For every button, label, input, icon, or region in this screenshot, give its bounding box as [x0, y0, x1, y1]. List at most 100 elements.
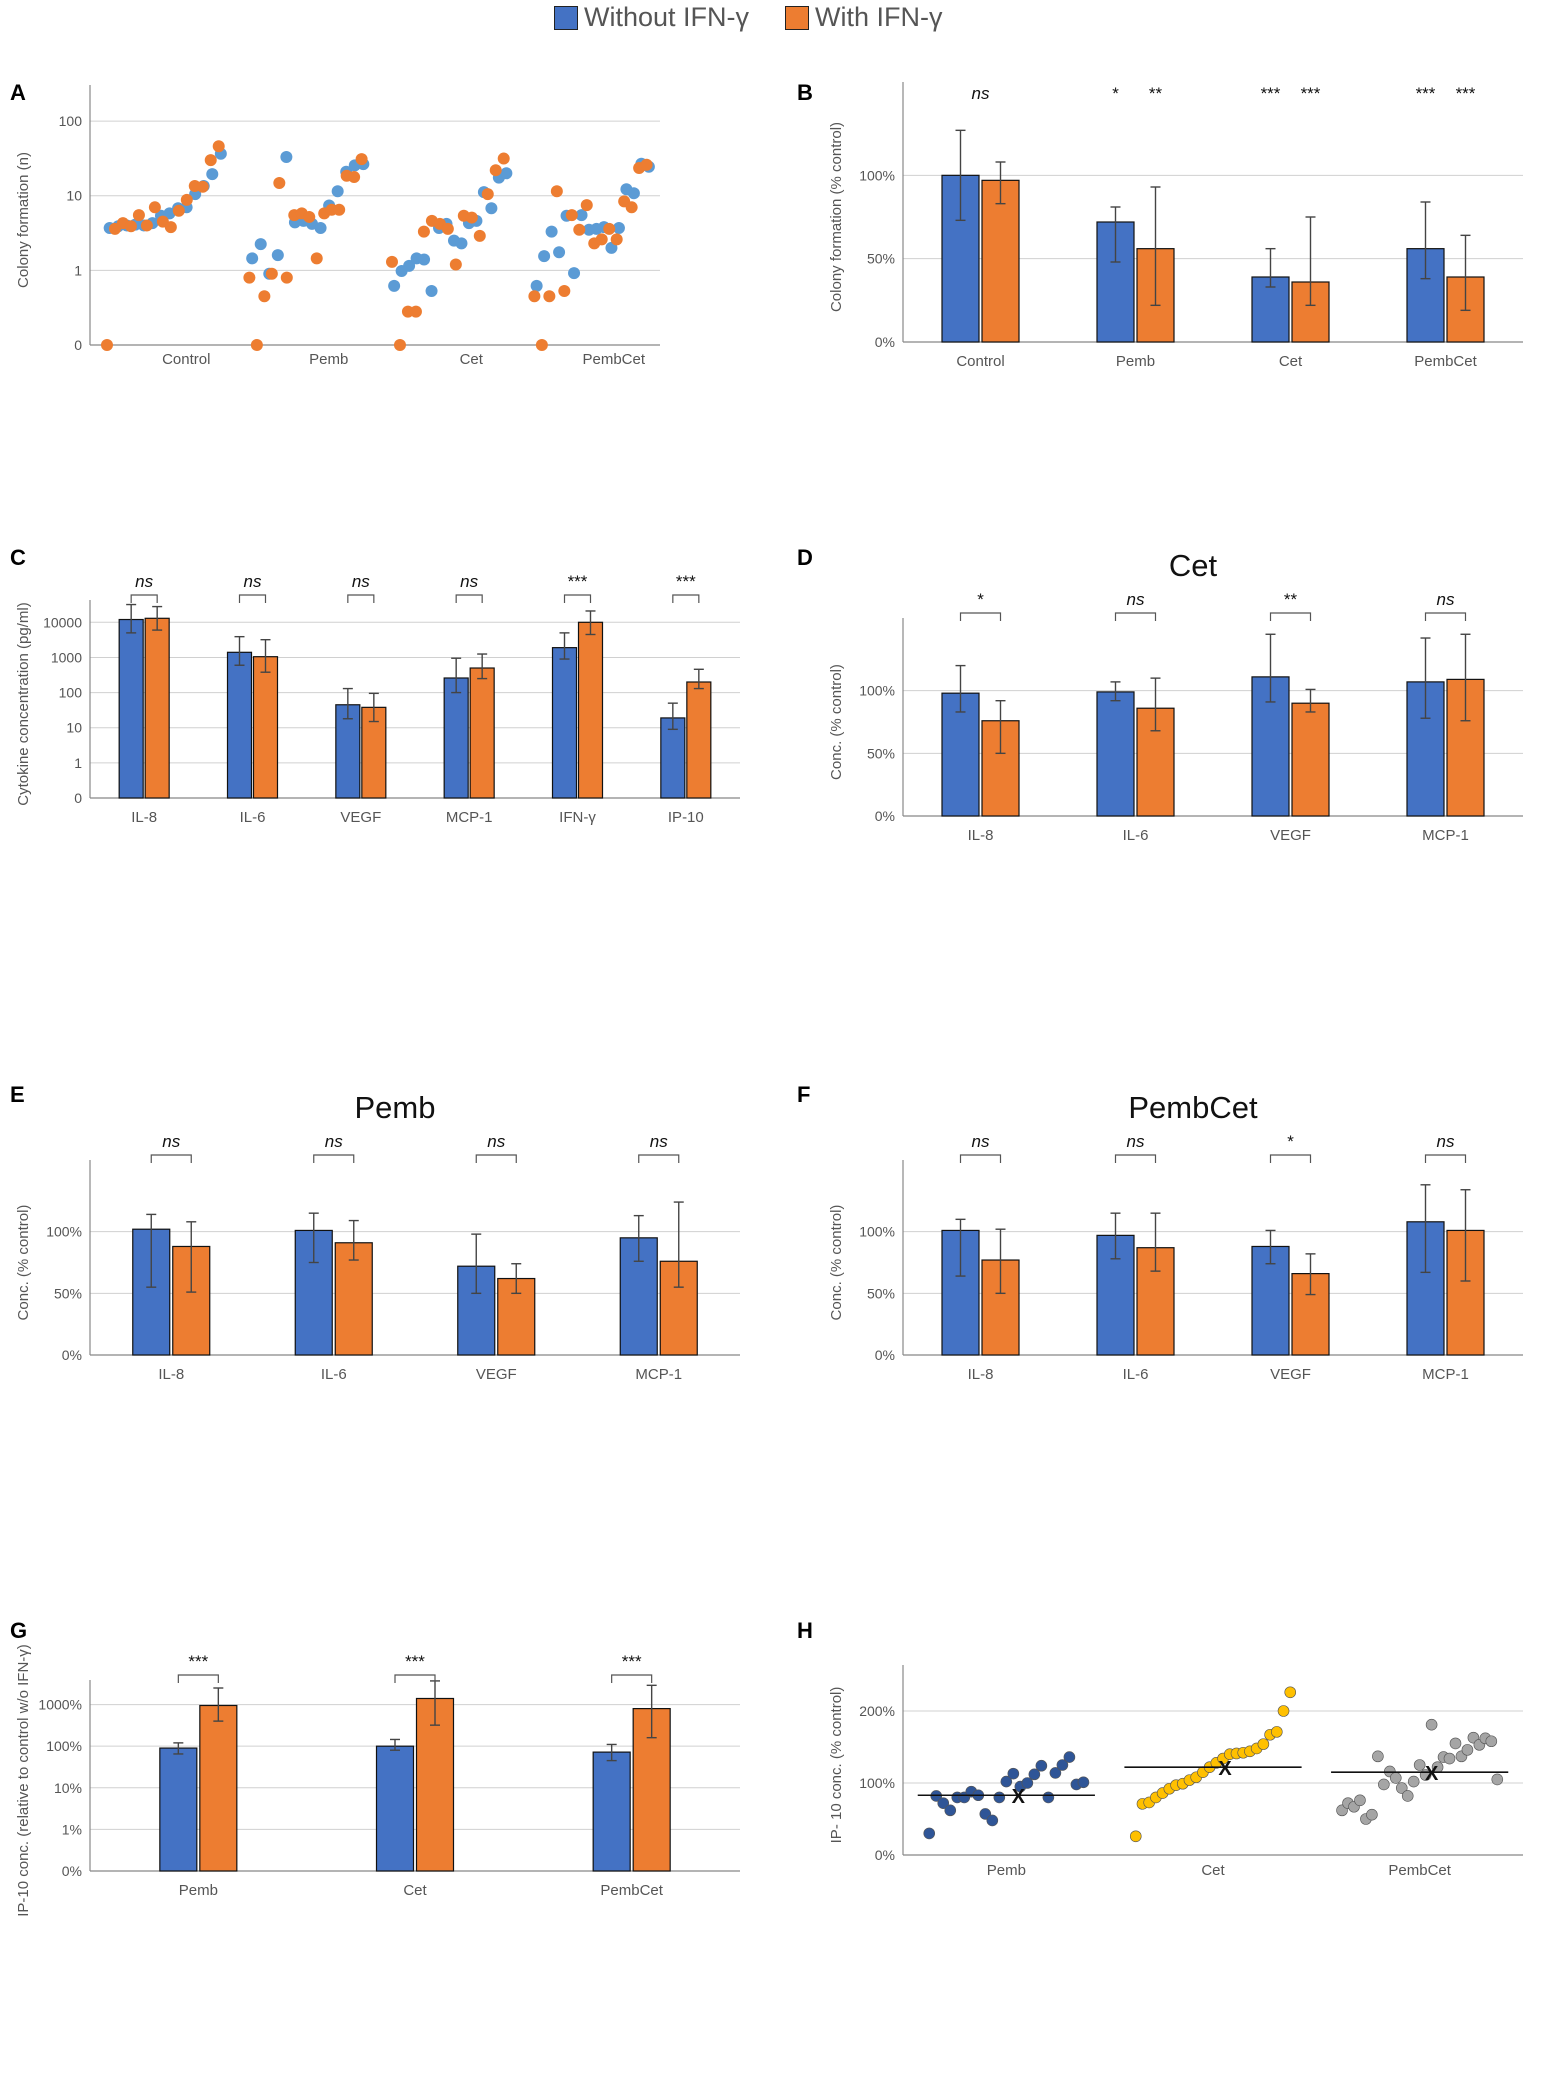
point-without — [612, 221, 625, 234]
y-tick-label: 50% — [867, 745, 895, 761]
chart-title: Pemb — [355, 1090, 436, 1125]
point-with — [393, 339, 406, 351]
point-with — [543, 290, 556, 303]
point-with — [558, 284, 571, 297]
y-tick-label: 100 — [59, 113, 83, 129]
y-tick-label: 0% — [62, 1863, 82, 1879]
significance-label: ** — [1284, 590, 1298, 609]
point-with — [196, 180, 209, 193]
data-point — [1021, 1777, 1034, 1789]
x-tick-label: Control — [162, 351, 210, 368]
y-tick-label: 0 — [74, 790, 82, 806]
data-point — [1491, 1773, 1504, 1786]
x-tick-label: MCP-1 — [1422, 1366, 1469, 1383]
data-point — [1271, 1726, 1283, 1738]
point-with — [212, 140, 225, 153]
legend-item-with: With IFN-γ — [785, 2, 943, 33]
point-with — [528, 290, 541, 303]
data-point — [1413, 1759, 1426, 1771]
data-point — [1049, 1767, 1062, 1779]
significance-bracket — [150, 1154, 192, 1163]
significance-bracket — [672, 594, 700, 603]
point-with — [603, 222, 616, 235]
data-point — [1395, 1782, 1408, 1794]
point-with — [303, 210, 316, 223]
data-point — [1028, 1768, 1041, 1781]
data-point — [1007, 1767, 1020, 1780]
mean-marker: X — [1425, 1763, 1439, 1785]
y-tick-label: 0 — [74, 337, 82, 353]
x-tick-label: Cet — [1279, 353, 1303, 370]
bar-without — [660, 717, 686, 799]
data-point — [1378, 1778, 1390, 1791]
point-with — [473, 229, 486, 242]
point-without — [388, 279, 401, 292]
bar-without — [375, 1745, 415, 1872]
x-tick-label: IL-8 — [131, 809, 157, 826]
x-tick-label: IP-10 — [668, 809, 704, 826]
x-tick-label: IL-6 — [321, 1366, 347, 1383]
y-tick-label: 100% — [46, 1224, 82, 1240]
significance-label: *** — [622, 1652, 642, 1671]
point-without — [280, 151, 293, 164]
point-with — [348, 171, 361, 184]
point-without — [403, 259, 416, 272]
data-point — [1449, 1737, 1462, 1750]
point-with — [481, 188, 494, 201]
y-tick-label: 200% — [859, 1703, 895, 1719]
x-tick-label: VEGF — [340, 809, 381, 826]
point-with — [441, 222, 454, 235]
x-tick-label: IL-8 — [968, 1366, 994, 1383]
panel-letter-e: E — [10, 1082, 25, 1107]
y-tick-label: 0% — [62, 1347, 82, 1363]
point-without — [575, 209, 588, 222]
chart-b: 0% 50% 100% Colony formation (% control) Con… — [828, 82, 1523, 370]
bar-without — [551, 647, 578, 799]
x-tick-label: PembCet — [1388, 1862, 1451, 1879]
bar-with — [686, 681, 712, 799]
point-with — [172, 204, 185, 217]
significance-label: ns — [1127, 590, 1145, 609]
data-point — [923, 1827, 936, 1840]
chart-title: PembCet — [1128, 1090, 1258, 1125]
significance-label: * — [1287, 1132, 1294, 1151]
y-tick-label: 0% — [875, 1347, 895, 1363]
x-tick-label: IL-8 — [968, 827, 994, 844]
bar-without — [132, 1228, 171, 1356]
y-tick-label: 1000 — [51, 649, 82, 665]
y-tick-label: 1 — [74, 755, 82, 771]
data-point — [1042, 1791, 1055, 1804]
data-point — [993, 1791, 1006, 1804]
x-tick-label: Cet — [403, 1882, 427, 1899]
data-point — [1284, 1686, 1297, 1699]
significance-bracket — [611, 1674, 653, 1683]
point-without — [246, 252, 259, 265]
significance-bracket — [347, 594, 375, 603]
point-with — [385, 255, 398, 268]
x-tick-label: VEGF — [476, 1366, 517, 1383]
data-point — [1425, 1718, 1438, 1731]
data-point — [1129, 1830, 1142, 1843]
legend-swatch-blue — [554, 5, 578, 30]
point-without — [485, 202, 498, 215]
significance-bracket — [1114, 1154, 1157, 1163]
significance-label: ns — [162, 1132, 180, 1151]
x-tick-label: PembCet — [1414, 353, 1477, 370]
significance-bracket — [1424, 1154, 1467, 1163]
significance-bracket — [959, 1154, 1002, 1163]
y-tick-label: 100% — [859, 1224, 895, 1240]
data-point — [937, 1797, 950, 1809]
significance-bracket — [177, 1674, 219, 1683]
data-point — [1277, 1705, 1290, 1717]
panel-letter-d: D — [797, 545, 813, 570]
chart-g: 0% 1% 10% 100% 1000% IP-10 conc. (relative to… — [15, 1644, 740, 1917]
significance-label: *** — [1456, 84, 1476, 103]
significance-label: ns — [352, 572, 370, 591]
x-tick-label: PembCet — [582, 351, 645, 368]
significance-bracket — [959, 612, 1002, 621]
y-axis-label: Conc. (% control) — [828, 1205, 845, 1321]
point-with — [573, 223, 586, 236]
bar-without — [159, 1747, 198, 1872]
significance-bracket — [394, 1674, 436, 1683]
significance-label: ns — [487, 1132, 505, 1151]
